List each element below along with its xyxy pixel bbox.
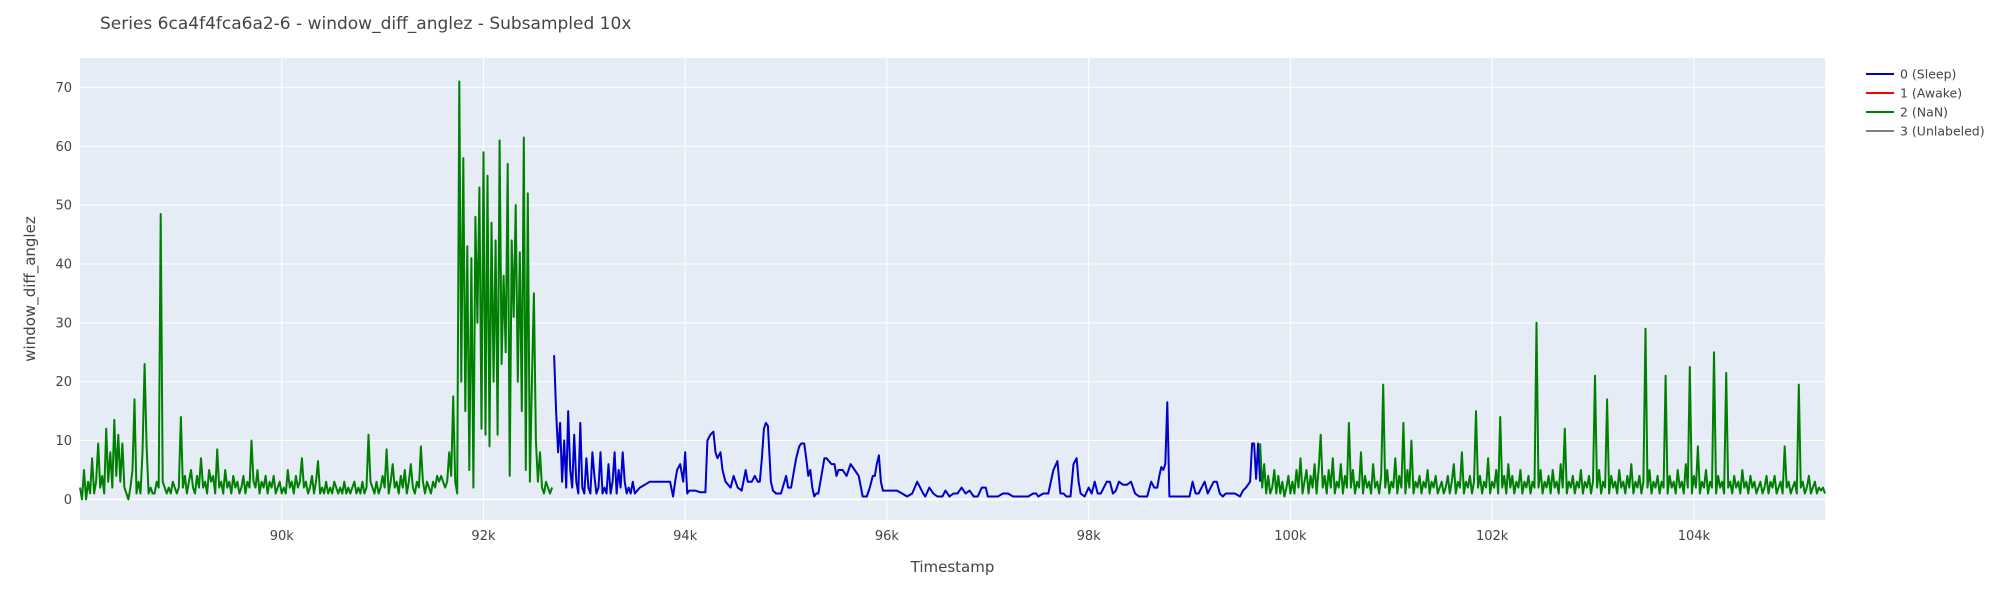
y-tick-label: 60 (55, 140, 72, 155)
y-tick-label: 10 (55, 434, 72, 449)
x-tick-label: 102k (1476, 529, 1509, 544)
x-tick-label: 98k (1077, 529, 1102, 544)
chart-title: Series 6ca4f4fca6a2-6 - window_diff_angl… (100, 14, 631, 34)
x-tick-label: 104k (1678, 529, 1711, 544)
x-tick-label: 90k (270, 529, 295, 544)
legend-item[interactable]: 0 (Sleep) (1866, 67, 1956, 82)
series-line (1259, 321, 1826, 498)
y-tick-label: 70 (55, 81, 72, 96)
y-axis-ticks: 0 10 20 30 40 50 60 70 (55, 81, 72, 508)
x-tick-label: 94k (673, 529, 698, 544)
legend-item[interactable]: 1 (Awake) (1866, 86, 1962, 101)
y-axis-title: window_diff_anglez (21, 216, 40, 362)
x-tick-label: 100k (1274, 529, 1307, 544)
series-line (79, 80, 554, 501)
x-axis-ticks: 90k 92k 94k 96k 98k 100k 102k 104k (270, 529, 1711, 544)
y-tick-label: 0 (64, 493, 72, 508)
series-lines (79, 80, 1826, 501)
legend-item[interactable]: 3 (Unlabeled) (1866, 124, 1985, 139)
series-line (553, 355, 1262, 498)
legend-label: 2 (NaN) (1900, 105, 1948, 120)
x-axis-title: Timestamp (910, 558, 995, 576)
x-tick-label: 96k (875, 529, 900, 544)
legend-label: 0 (Sleep) (1900, 67, 1956, 82)
y-tick-label: 30 (55, 316, 72, 331)
legend[interactable]: 0 (Sleep) 1 (Awake) 2 (NaN) 3 (Unlabeled) (1866, 67, 1985, 139)
legend-item[interactable]: 2 (NaN) (1866, 105, 1948, 120)
y-tick-label: 40 (55, 257, 72, 272)
y-tick-label: 20 (55, 375, 72, 390)
legend-label: 1 (Awake) (1900, 86, 1962, 101)
y-tick-label: 50 (55, 199, 72, 214)
legend-label: 3 (Unlabeled) (1900, 124, 1985, 139)
x-tick-label: 92k (471, 529, 496, 544)
